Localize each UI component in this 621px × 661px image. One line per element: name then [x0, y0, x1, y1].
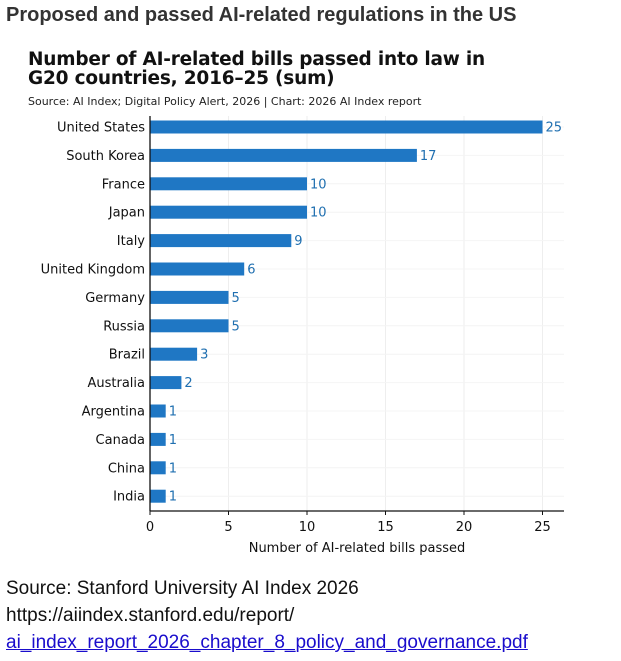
value-label: 17 — [420, 149, 437, 164]
bar — [150, 262, 245, 276]
value-label: 1 — [169, 405, 177, 420]
value-label: 10 — [310, 206, 327, 221]
bar — [150, 376, 182, 390]
value-label: 5 — [232, 319, 240, 334]
category-label: Australia — [87, 376, 145, 391]
footer-url-line1: https://aiindex.stanford.edu/report/ — [6, 605, 295, 626]
chart-title: Number of AI-related bills passed into l… — [28, 49, 486, 89]
value-label: 1 — [169, 461, 177, 476]
x-tick-label: 20 — [456, 520, 473, 535]
x-tick-label: 10 — [299, 520, 316, 535]
category-label: Argentina — [82, 405, 145, 420]
x-tick-label: 5 — [224, 520, 232, 535]
bar — [150, 205, 307, 219]
chart-source: Source: AI Index; Digital Policy Alert, … — [28, 95, 422, 108]
category-label: China — [108, 461, 145, 476]
bar — [150, 489, 166, 503]
category-label: France — [102, 177, 145, 192]
category-label: India — [113, 490, 145, 505]
value-label: 2 — [184, 376, 192, 391]
category-label: Japan — [108, 206, 145, 221]
bar — [150, 461, 166, 475]
category-label: Italy — [117, 234, 146, 249]
value-label: 25 — [546, 121, 563, 136]
bar — [150, 347, 198, 361]
value-label: 6 — [247, 263, 255, 278]
bar — [150, 319, 229, 333]
x-tick-label: 15 — [377, 520, 394, 535]
bar — [150, 148, 417, 162]
page-heading: Proposed and passed AI-related regulatio… — [6, 4, 517, 26]
category-label: Brazil — [109, 348, 145, 363]
x-tick-label: 0 — [146, 520, 154, 535]
bar — [150, 404, 166, 418]
category-label: United States — [57, 121, 145, 136]
category-label: Russia — [103, 319, 145, 334]
value-label: 3 — [200, 348, 208, 363]
category-label: Germany — [85, 291, 145, 306]
x-axis-label: Number of AI-related bills passed — [249, 541, 466, 556]
value-label: 5 — [232, 291, 240, 306]
category-label: Canada — [96, 433, 145, 448]
bar — [150, 290, 229, 304]
bar — [150, 120, 543, 134]
x-tick-label: 25 — [534, 520, 551, 535]
value-label: 10 — [310, 177, 327, 192]
category-label: South Korea — [66, 149, 145, 164]
footer-source: Source: Stanford University AI Index 202… — [6, 578, 359, 599]
bar — [150, 234, 292, 248]
value-label: 9 — [294, 234, 302, 249]
value-label: 1 — [169, 490, 177, 505]
bar — [150, 432, 166, 446]
footer-url-link[interactable]: ai_index_report_2026_chapter_8_policy_an… — [6, 632, 528, 653]
bar — [150, 177, 307, 191]
value-label: 1 — [169, 433, 177, 448]
category-label: United Kingdom — [41, 263, 145, 278]
